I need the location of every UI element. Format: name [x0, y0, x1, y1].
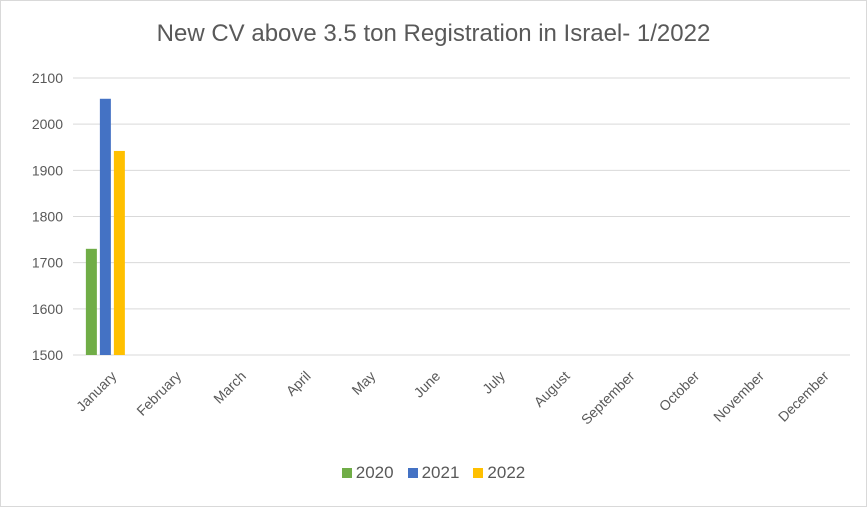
y-tick-label: 1700 [32, 255, 63, 271]
y-tick-label: 1500 [32, 347, 63, 363]
y-tick-label: 1600 [32, 301, 63, 317]
gridlines [73, 77, 850, 356]
legend: 2020 2021 2022 [0, 463, 867, 483]
legend-item-2022: 2022 [473, 463, 525, 483]
x-tick-label-january: January [73, 368, 120, 415]
legend-swatch [407, 468, 418, 478]
x-tick-label-november: November [710, 368, 767, 425]
bar-2022-january [113, 150, 125, 355]
x-tick-label-december: December [775, 368, 832, 425]
legend-label: 2022 [487, 463, 526, 482]
x-tick-label-april: April [283, 368, 314, 399]
x-tick-label-may: May [348, 368, 378, 398]
legend-label: 2020 [355, 463, 394, 482]
bars [85, 98, 125, 356]
x-axis-tick-labels: January February March April May June July Augu… [73, 368, 832, 428]
y-tick-label: 1900 [32, 162, 63, 178]
chart-title: New CV above 3.5 ton Registration in Isr… [156, 20, 711, 47]
y-axis-tick-labels: 1500 1600 1700 1800 1900 2000 2100 [32, 70, 63, 363]
y-tick-label: 2100 [32, 70, 63, 86]
x-tick-label-october: October [656, 368, 703, 415]
bar-2020-january [85, 248, 97, 355]
x-tick-label-july: July [479, 368, 508, 397]
x-tick-label-february: February [133, 368, 184, 419]
legend-label: 2021 [421, 463, 460, 482]
y-tick-label: 1800 [32, 209, 63, 225]
x-tick-label-june: June [410, 368, 443, 401]
x-tick-label-march: March [210, 368, 249, 407]
bar-2021-january [99, 98, 111, 356]
legend-swatch [341, 468, 352, 478]
legend-swatch [473, 468, 484, 478]
legend-item-2021: 2021 [407, 463, 460, 483]
x-tick-label-september: September [578, 368, 638, 428]
legend-item-2020: 2020 [341, 463, 394, 483]
x-tick-label-august: August [531, 368, 573, 410]
y-tick-label: 2000 [32, 116, 63, 132]
